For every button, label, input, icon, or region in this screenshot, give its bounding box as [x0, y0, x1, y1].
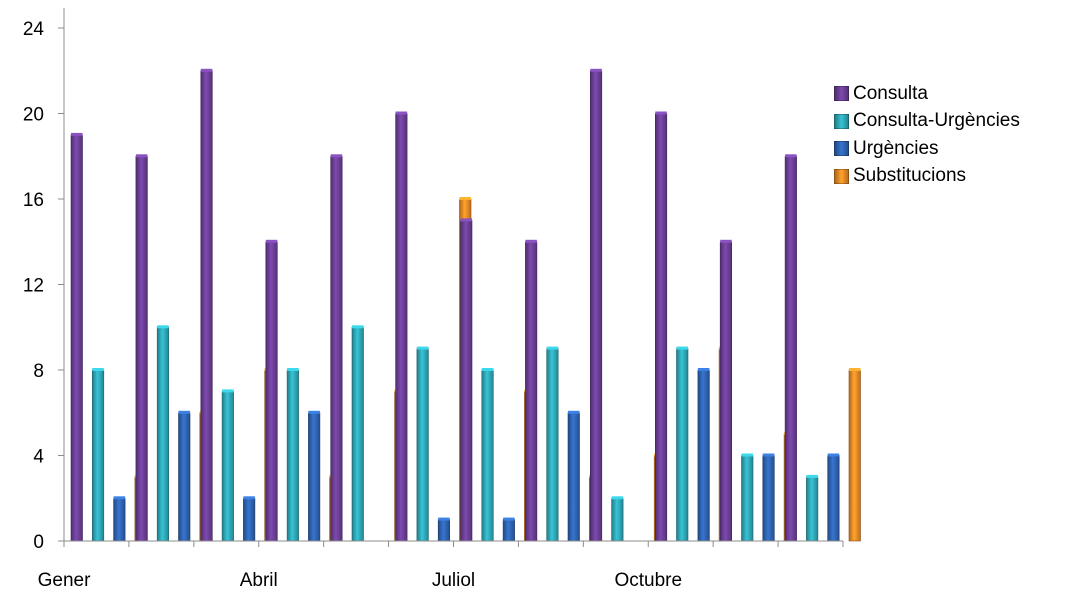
bar-top-2-5: [438, 517, 450, 521]
bar-top-0-10: [720, 239, 732, 243]
bar-top-2-11: [827, 453, 840, 457]
bar-top-1-8: [611, 496, 624, 500]
bar-consulta-urg-ncies-5: [416, 348, 429, 542]
bar-top-2-6: [503, 517, 515, 521]
bar-consulta-0: [70, 134, 83, 542]
bar-top-1-3: [287, 368, 299, 371]
bar-top-1-5: [416, 346, 429, 350]
bar-consulta-4: [330, 156, 343, 542]
bar-consulta-1: [135, 156, 148, 542]
bar-top-2-1: [178, 410, 190, 414]
bar-top-1-2: [222, 389, 234, 393]
x-tick-label-octubre: Octubre: [614, 570, 682, 591]
legend-label-consulta-urgencies: Consulta-Urgències: [853, 110, 1020, 132]
bar-top-1-1: [157, 325, 169, 329]
bar-top-3-11: [849, 368, 861, 371]
legend-label-consulta: Consulta: [853, 82, 928, 104]
bar-top-0-3: [265, 239, 278, 243]
y-tick-label-12: 12: [23, 276, 44, 297]
bar-top-1-7: [546, 346, 559, 350]
y-tick-label-4: 4: [33, 447, 44, 468]
bar-consulta-urg-ncies-8: [611, 497, 624, 542]
y-tick-label-24: 24: [23, 19, 45, 40]
bar-urg-ncies-3: [308, 412, 321, 542]
bar-consulta-5: [395, 113, 408, 542]
bar-top-2-3: [308, 410, 320, 414]
y-tick-label-0: 0: [33, 532, 44, 553]
bar-top-0-4: [330, 154, 343, 158]
bar-top-2-10: [762, 453, 775, 457]
bar-urg-ncies-9: [697, 369, 710, 542]
legend-item-substitucions: Substitucions: [834, 163, 1020, 191]
bar-top-0-11: [785, 154, 797, 158]
bar-top-0-1: [135, 154, 148, 158]
bar-top-1-11: [806, 474, 818, 478]
bar-urg-ncies-5: [437, 519, 451, 542]
bar-top-2-7: [568, 410, 580, 414]
legend: Consulta Consulta-Urgències Urgències Su…: [834, 80, 1020, 190]
bar-consulta-urg-ncies-10: [741, 455, 754, 542]
bar-consulta-7: [525, 241, 538, 542]
bar-consulta-11: [784, 156, 797, 542]
bar-urg-ncies-1: [178, 412, 191, 542]
legend-item-consulta: Consulta: [834, 80, 1020, 108]
bar-consulta-urg-ncies-3: [286, 369, 299, 542]
bar-top-1-4: [352, 325, 364, 329]
y-tick-label-8: 8: [33, 361, 44, 382]
legend-swatch-consulta-urgencies: [834, 113, 849, 129]
legend-swatch-substitucions: [834, 168, 849, 184]
bar-consulta-urg-ncies-2: [221, 391, 234, 542]
bar-top-3-5: [459, 197, 471, 200]
legend-swatch-consulta: [834, 86, 849, 102]
bar-consulta-urg-ncies-4: [351, 326, 364, 542]
bar-top-0-0: [71, 132, 83, 136]
bar-top-1-10: [741, 453, 753, 457]
bar-consulta-3: [265, 241, 278, 542]
bar-consulta-9: [654, 113, 668, 542]
bar-top-0-6: [460, 218, 472, 222]
bar-top-2-9: [697, 368, 710, 371]
bar-consulta-urg-ncies-7: [546, 348, 559, 542]
legend-item-consulta-urgencies: Consulta-Urgències: [834, 108, 1020, 136]
bar-top-0-7: [525, 239, 537, 243]
legend-swatch-urgencies: [834, 141, 849, 157]
bar-top-0-2: [200, 68, 213, 72]
legend-label-substitucions: Substitucions: [853, 165, 967, 187]
bar-consulta-urg-ncies-11: [806, 476, 819, 542]
bar-substitucions-11: [848, 369, 861, 542]
x-tick-label-juliol: Juliol: [432, 570, 475, 591]
bar-consulta-8: [589, 70, 603, 542]
bar-top-1-0: [92, 368, 104, 371]
legend-label-urgencies: Urgències: [853, 137, 939, 159]
bar-consulta-urg-ncies-0: [92, 369, 105, 542]
bar-top-1-9: [676, 346, 688, 350]
bar-urg-ncies-7: [567, 412, 580, 542]
bar-top-1-6: [481, 368, 494, 371]
bar-consulta-urg-ncies-1: [156, 326, 169, 542]
y-tick-label-16: 16: [23, 190, 44, 211]
bar-top-0-9: [655, 111, 667, 115]
bar-consulta-10: [719, 241, 733, 542]
bar-top-2-0: [113, 496, 126, 500]
bar-urg-ncies-11: [827, 455, 840, 542]
bar-consulta-urg-ncies-9: [676, 348, 689, 542]
y-tick-label-20: 20: [23, 105, 44, 126]
x-tick-label-gener: Gener: [38, 570, 91, 591]
bar-top-0-5: [395, 111, 408, 115]
bar-urg-ncies-0: [113, 497, 126, 542]
bar-top-2-2: [243, 496, 255, 500]
bar-top-0-8: [590, 68, 602, 72]
bar-consulta-urg-ncies-6: [481, 369, 494, 542]
bar-urg-ncies-6: [502, 519, 515, 542]
bar-consulta-2: [200, 70, 213, 542]
x-tick-label-abril: Abril: [240, 570, 278, 591]
legend-item-urgencies: Urgències: [834, 135, 1020, 163]
bar-urg-ncies-2: [243, 497, 256, 542]
bar-consulta-6: [460, 220, 473, 542]
bar-urg-ncies-10: [762, 455, 775, 542]
